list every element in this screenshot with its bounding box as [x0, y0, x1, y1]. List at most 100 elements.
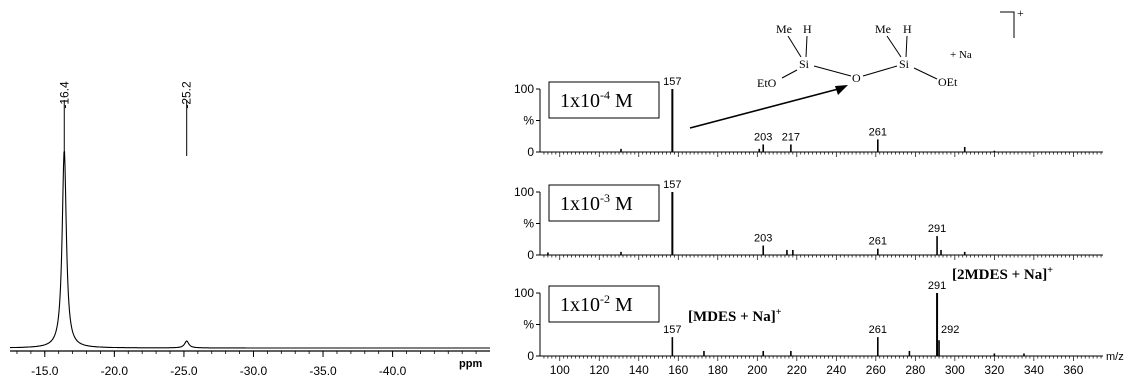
ms-peak-label: 157	[663, 76, 681, 88]
nmr-tick-group	[16, 351, 477, 357]
ms-x-tick-label: 260	[866, 363, 886, 377]
nmr-x-axis-label: ppm	[459, 358, 482, 370]
charge-bracket	[1000, 11, 1015, 38]
ms-x-axis-label: m/z	[1106, 351, 1124, 363]
ms-x-tick-label: 100	[550, 363, 570, 377]
ms-y-label: %	[523, 114, 534, 128]
ms-x-tick-label: 280	[905, 363, 925, 377]
concentration-box	[548, 81, 660, 119]
concentration-base: 1x10	[560, 294, 600, 316]
annotation-2mdes-text: [2MDES + Na]	[952, 267, 1047, 283]
ms-x-tick-label: 320	[984, 363, 1004, 377]
concentration-base: 1x10	[560, 193, 600, 215]
nmr-peak-label: -25.2	[180, 81, 194, 109]
ms-x-tick-label: 140	[629, 363, 649, 377]
structure-h-right: H	[903, 22, 912, 36]
fragment-arrowhead	[835, 85, 848, 95]
ms-y-label: %	[523, 318, 534, 332]
structure-oet: OEt	[938, 75, 958, 89]
concentration-label: 1x10-4 M	[560, 88, 633, 112]
bond-o-si-right	[862, 65, 898, 77]
nmr-tick-label: -35.0	[309, 364, 337, 378]
ms-peak-label: 203	[754, 131, 772, 143]
nmr-peak-label-group: -16.4 -25.2	[57, 81, 194, 156]
structure-charge: +	[1017, 6, 1024, 20]
ms-x-tick-label: 220	[787, 363, 807, 377]
ms-x-tick-label: 160	[668, 363, 688, 377]
ms-y-tick-label: 100	[514, 185, 534, 199]
ms-peak-label: 217	[782, 131, 800, 143]
ms-peak-label: 292	[941, 324, 959, 336]
chemical-structure: Me H Me H Si Si O EtO OEt + Na +	[689, 6, 1024, 129]
ms-x-tick-label: 180	[708, 363, 728, 377]
bond-h-si-left	[805, 35, 808, 58]
annotation-2mdes-na: [2MDES + Na]+	[952, 265, 1053, 283]
ms-y-tick-label: 100	[514, 82, 534, 96]
ms-y-tick-label: 0	[527, 248, 534, 262]
concentration-label: 1x10-2 M	[560, 292, 633, 316]
nmr-tick-label: -15.0	[31, 364, 59, 378]
annotation-2mdes-charge: +	[1047, 265, 1053, 276]
concentration-box	[548, 184, 660, 222]
nmr-peak-label: -16.4	[57, 81, 71, 109]
concentration-box	[548, 285, 660, 323]
ms-x-tick-label: 300	[945, 363, 965, 377]
nmr-tick-label-group: -15.0 -20.0 -25.0 -30.0 -35.0 -40.0	[31, 364, 407, 378]
annotation-mdes-na: [MDES + Na]+	[688, 307, 782, 325]
ms-peak-label: 291	[928, 280, 946, 292]
nmr-tick-label: -25.0	[170, 364, 198, 378]
ms-x-tick-label: 360	[1063, 363, 1083, 377]
concentration-exponent: -4	[600, 88, 610, 102]
bond-h-si-right	[905, 35, 908, 58]
ms-panel-2: 0% 100 1x10-3 M 157 203 261 291	[514, 179, 1103, 262]
ms-x-tick-label: 120	[589, 363, 609, 377]
bond-me-si-right	[886, 35, 902, 58]
nmr-tick-label: -40.0	[379, 364, 407, 378]
ms-y-tick-label: 0	[527, 145, 534, 159]
structure-me-left: Me	[776, 22, 792, 36]
bond-eto-si	[781, 69, 798, 79]
ms-peak-label: 157	[663, 324, 681, 336]
structure-si-left: Si	[799, 57, 810, 71]
ms-peak-label: 203	[754, 233, 772, 245]
structure-eto: EtO	[757, 76, 777, 90]
concentration-base: 1x10	[560, 90, 600, 112]
ms-x-tick-label: 340	[1024, 363, 1044, 377]
nmr-tick-label: -20.0	[101, 364, 129, 378]
ms-y-tick-label: 100	[514, 286, 534, 300]
nmr-trace-line	[10, 150, 490, 349]
annotation-mdes-charge: +	[776, 307, 782, 318]
bond-si-o-left	[813, 65, 852, 77]
fragment-arrow	[689, 87, 843, 129]
nmr-tick-label: -30.0	[240, 364, 268, 378]
ms-peak-label: 261	[869, 324, 887, 336]
concentration-unit: M	[610, 193, 633, 215]
ms-x-tick-label-group: 100 120 140 160 180 200 220 240 260 280 300 320 340 3…	[550, 363, 1084, 377]
bond-si-oet	[913, 67, 938, 80]
ms-x-tick-label: 200	[747, 363, 767, 377]
concentration-exponent: -2	[600, 292, 610, 306]
concentration-unit: M	[610, 90, 633, 112]
ms-panel-3: 0% 100 1x10-2 M 157 261 291 292	[514, 280, 1103, 363]
annotation-mdes-text: [MDES + Na]	[688, 309, 776, 325]
ms-peak-label: 261	[869, 236, 887, 248]
ms-panel-1: 0% 100 1x10-4 M 157 203 217 261	[514, 76, 1103, 159]
structure-me-right: Me	[875, 22, 891, 36]
bond-me-si-left	[787, 35, 802, 58]
structure-o-bridge: O	[852, 71, 861, 85]
concentration-unit: M	[610, 294, 633, 316]
structure-h-left: H	[803, 22, 812, 36]
ms-peak-label: 157	[663, 179, 681, 191]
ms-peak-label: 261	[869, 126, 887, 138]
structure-si-right: Si	[899, 57, 910, 71]
ms-y-label: %	[523, 217, 534, 231]
ms-y-tick-label: 0	[527, 349, 534, 363]
concentration-exponent: -3	[600, 191, 610, 205]
ms-x-tick-label: 240	[826, 363, 846, 377]
structure-na: + Na	[950, 49, 972, 61]
ms-peak-label: 291	[928, 223, 946, 235]
nmr-spectrum: -15.0 -20.0 -25.0 -30.0 -35.0 -40.0 ppm -16.4…	[10, 81, 490, 378]
concentration-label: 1x10-3 M	[560, 191, 633, 215]
